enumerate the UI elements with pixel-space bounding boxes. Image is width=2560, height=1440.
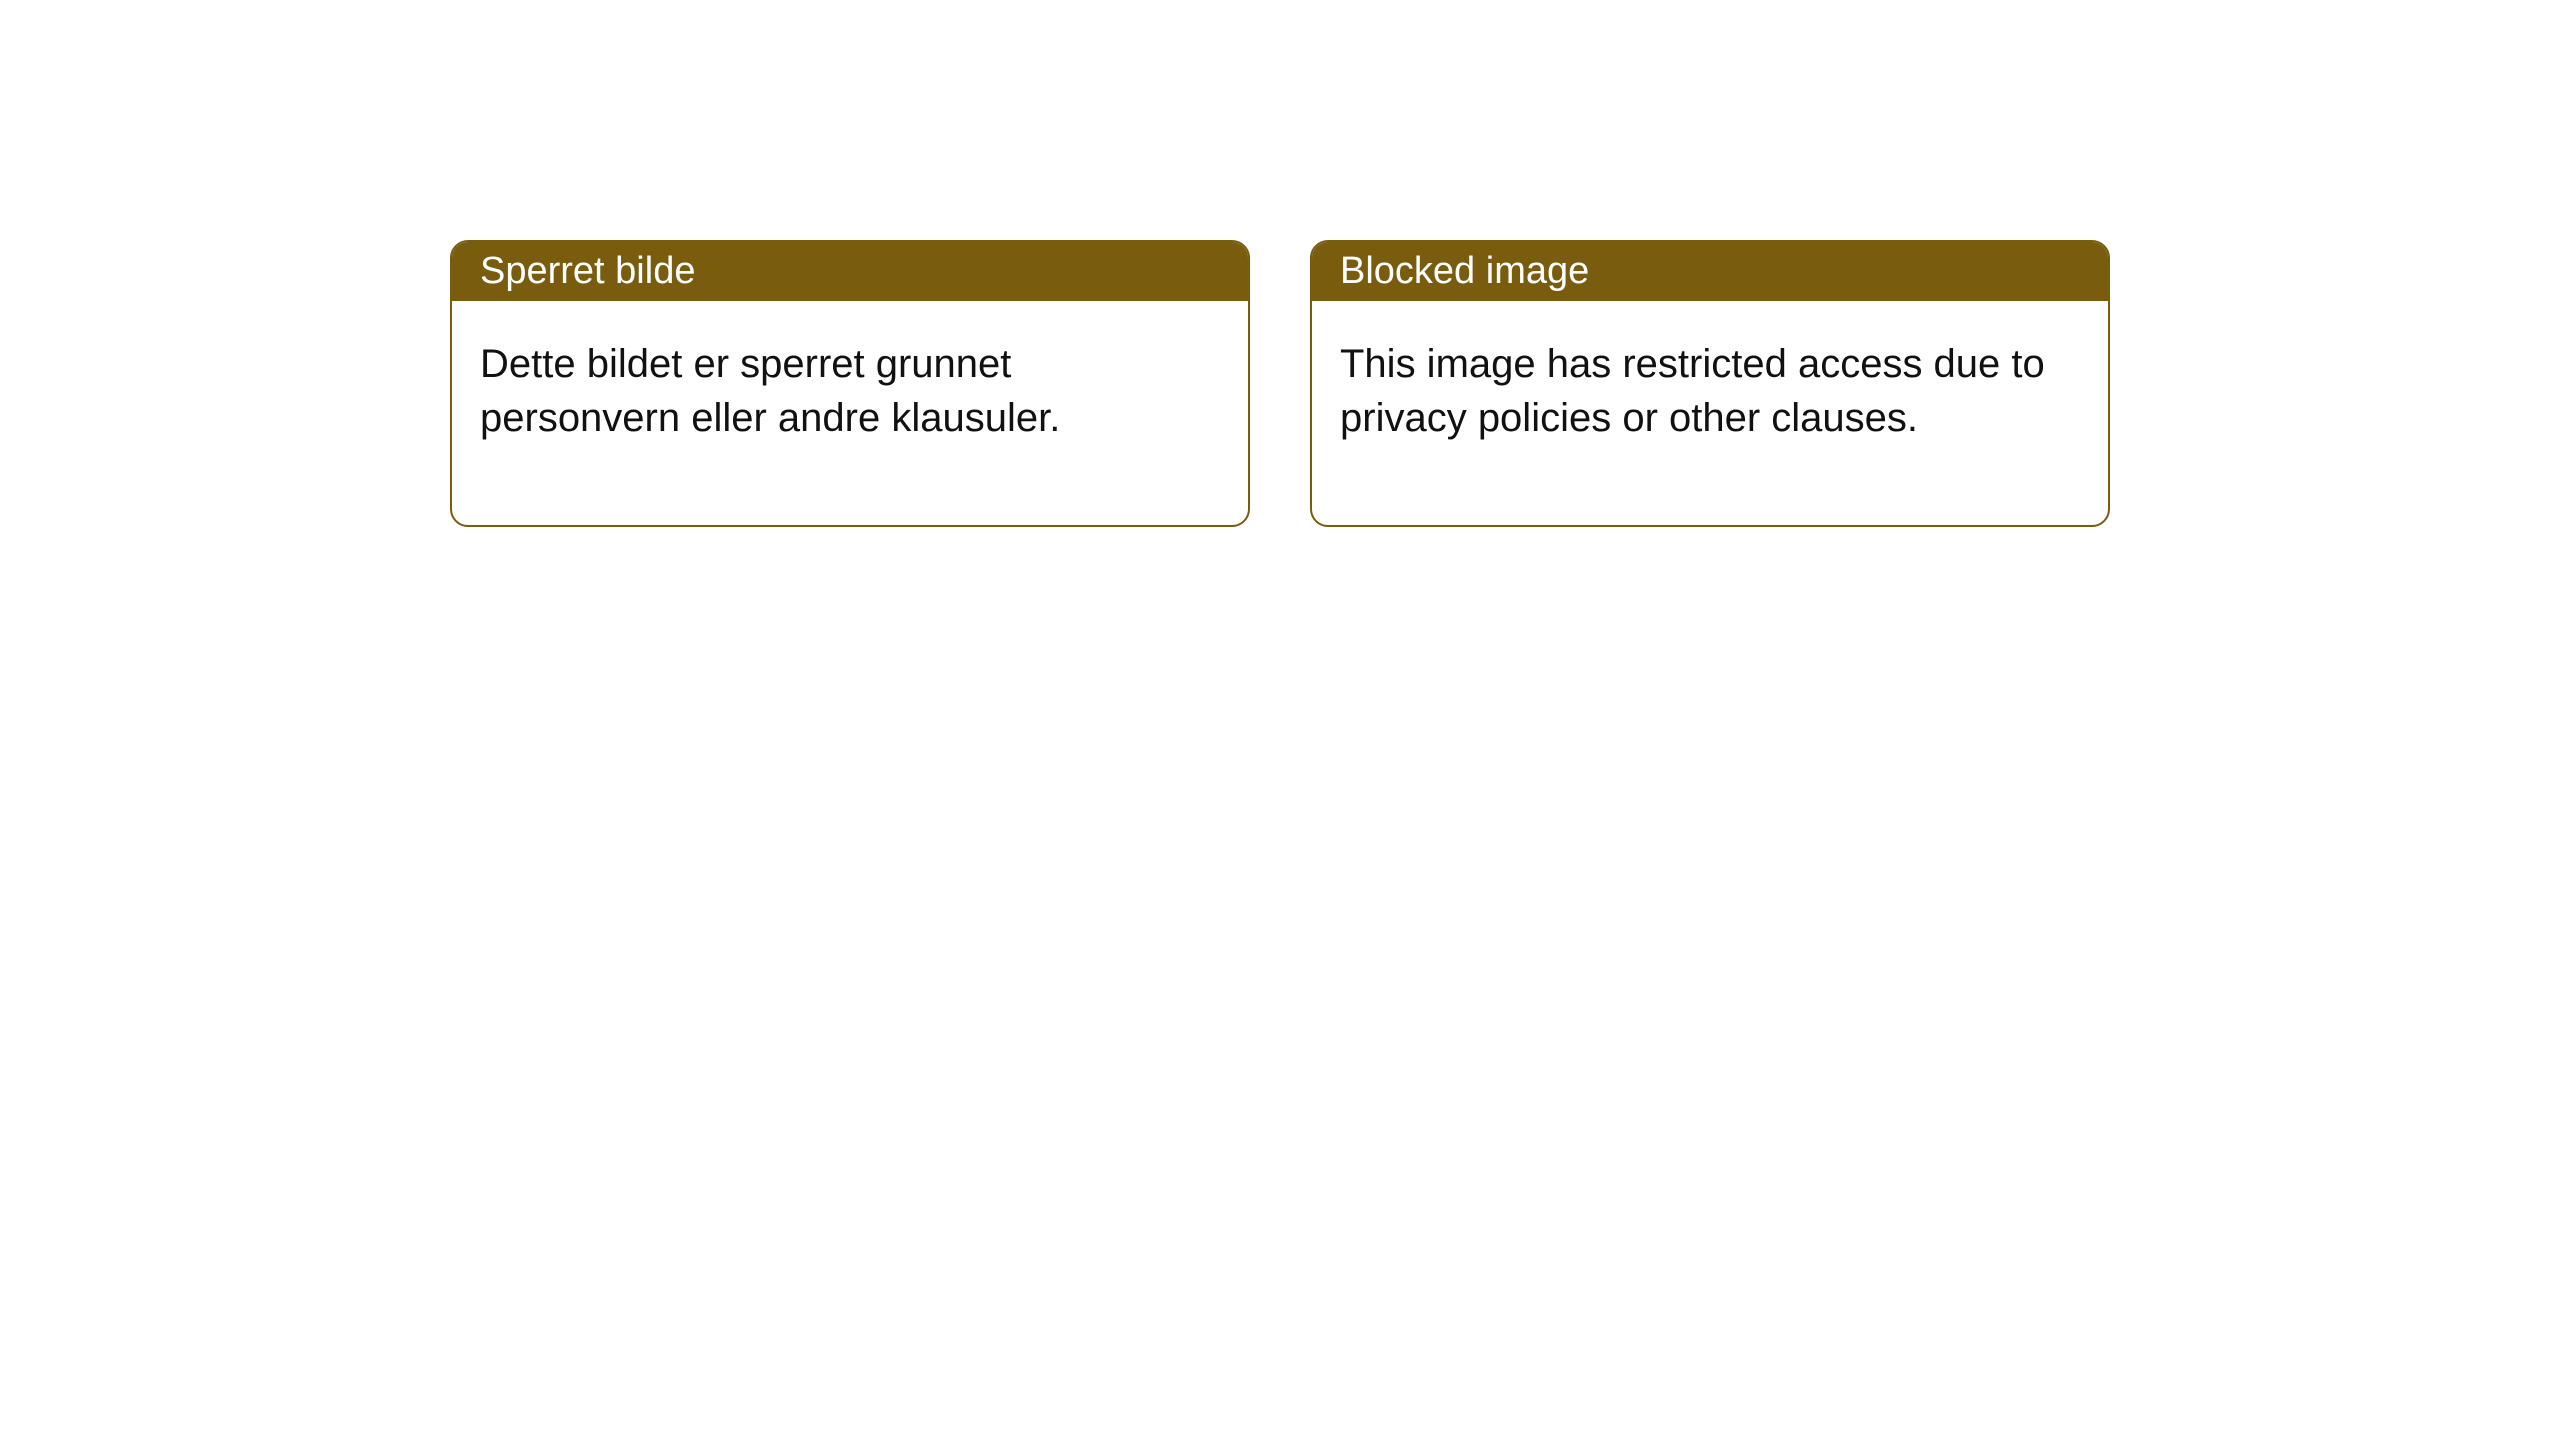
notice-header-en: Blocked image [1312,242,2108,301]
notice-card-no: Sperret bilde Dette bildet er sperret gr… [450,240,1250,527]
notice-body-no: Dette bildet er sperret grunnet personve… [452,301,1248,525]
notice-body-en: This image has restricted access due to … [1312,301,2108,525]
notice-card-en: Blocked image This image has restricted … [1310,240,2110,527]
notice-container: Sperret bilde Dette bildet er sperret gr… [450,240,2110,527]
notice-header-no: Sperret bilde [452,242,1248,301]
